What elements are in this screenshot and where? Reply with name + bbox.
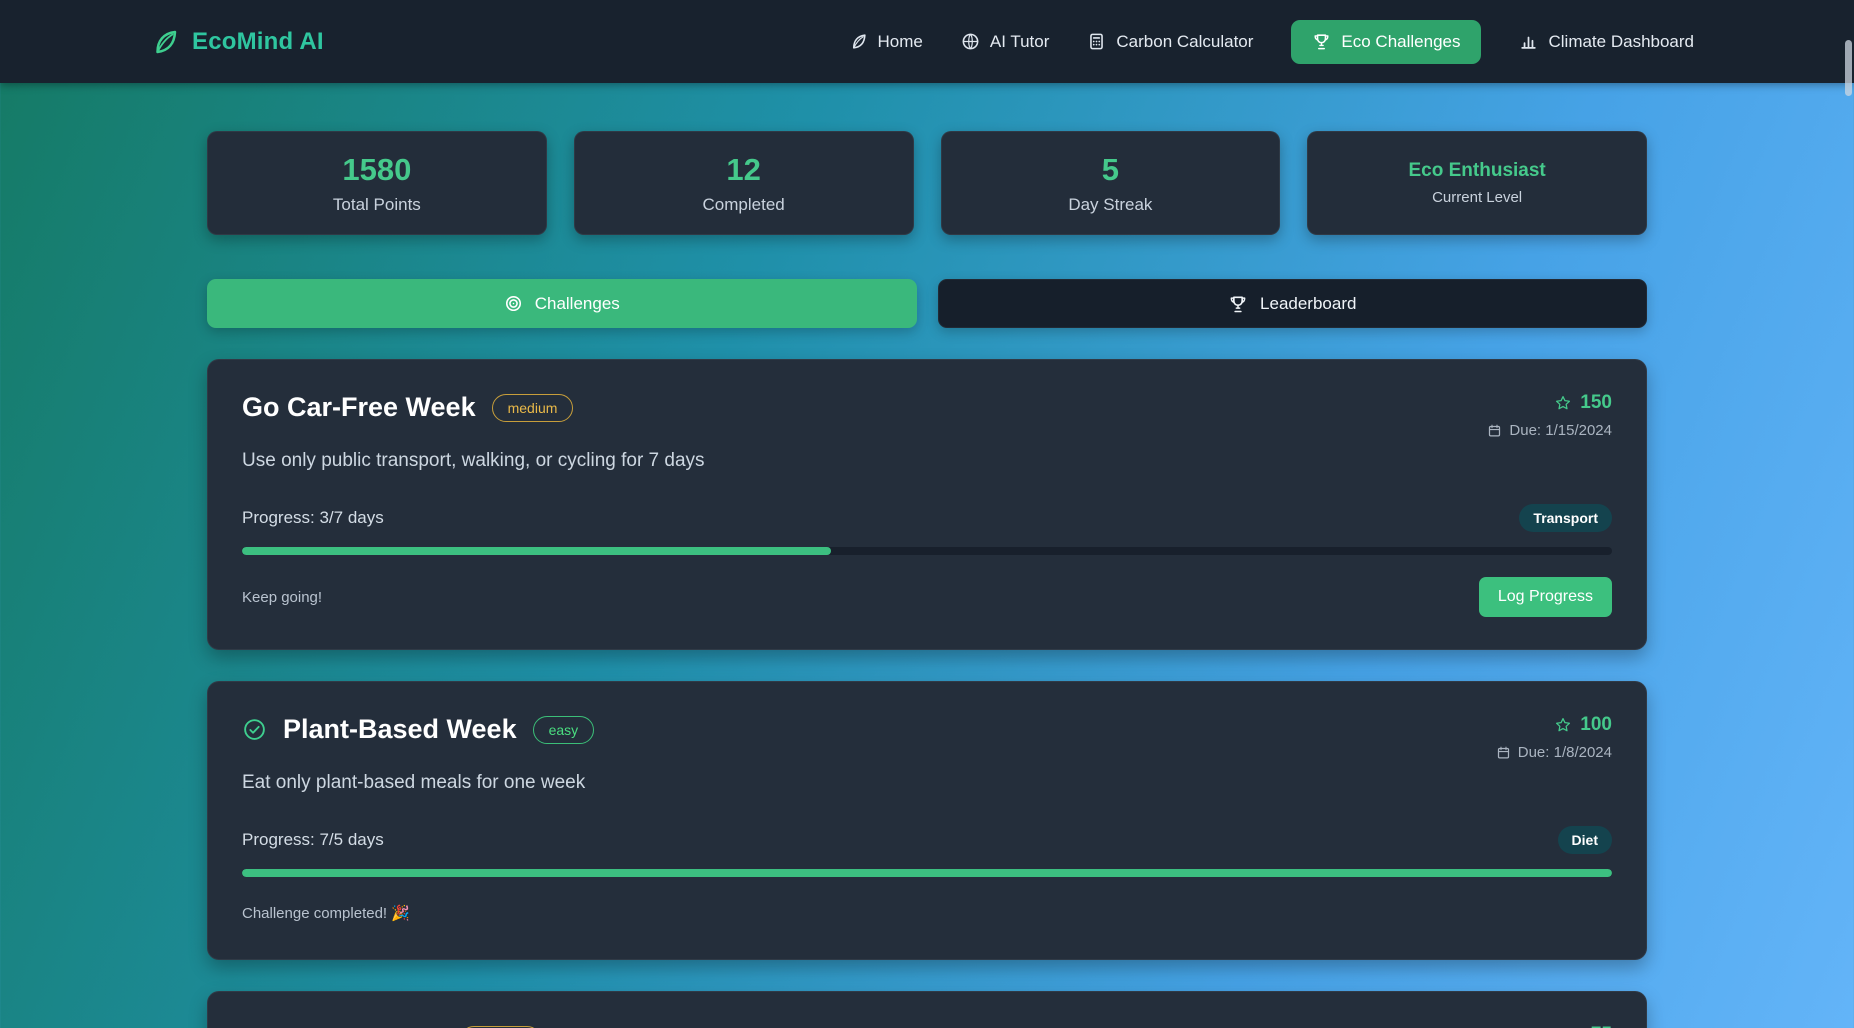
nav-item-home[interactable]: Home — [849, 32, 923, 52]
star-icon — [1554, 394, 1572, 412]
status-text: Keep going! — [242, 588, 323, 606]
card-footer: Keep going! Log Progress — [242, 577, 1612, 617]
stat-value: 12 — [726, 151, 761, 187]
leaf-logo-icon — [150, 27, 180, 57]
progress-head: Progress: 3/7 days Transport — [242, 504, 1612, 532]
nav-item-carbon-calculator[interactable]: Carbon Calculator — [1087, 32, 1253, 52]
progress-bar — [242, 547, 1612, 555]
difficulty-badge: easy — [532, 715, 595, 744]
stat-card-day-streak: 5 Day Streak — [940, 131, 1281, 235]
nav-label: Carbon Calculator — [1116, 31, 1254, 51]
points-value: 100 — [1580, 714, 1612, 735]
calendar-icon — [1487, 423, 1502, 438]
challenge-meta: 100 Due: 1/8/2024 — [1496, 714, 1612, 761]
tab-leaderboard[interactable]: Leaderboard — [937, 279, 1647, 328]
main-nav: Home AI Tutor Carbon Calculator Eco Chal… — [849, 19, 1694, 64]
stat-label: Total Points — [332, 194, 421, 214]
target-icon — [504, 294, 523, 313]
points-value: 75 — [1591, 1024, 1612, 1028]
card-head: Plant-Based Week easy 100 Due: 1/8/2024 — [242, 714, 1612, 761]
category-badge: Transport — [1519, 504, 1612, 532]
progress-bar-fill — [242, 547, 832, 555]
due-date: Due: 1/15/2024 — [1487, 422, 1612, 439]
nav-item-ai-tutor[interactable]: AI Tutor — [961, 31, 1050, 52]
bar-chart-icon — [1519, 32, 1538, 51]
challenge-card: Go Car-Free Week medium 150 Due: 1/15/20… — [207, 359, 1647, 650]
nav-item-eco-challenges[interactable]: Eco Challenges — [1291, 19, 1482, 64]
due-date: Due: 1/8/2024 — [1496, 744, 1612, 761]
nav-label: Climate Dashboard — [1548, 31, 1694, 51]
main-content: 1580 Total Points 12 Completed 5 Day Str… — [207, 83, 1647, 1028]
stats-row: 1580 Total Points 12 Completed 5 Day Str… — [207, 131, 1647, 235]
calculator-icon — [1087, 32, 1106, 51]
stat-card-total-points: 1580 Total Points — [207, 131, 547, 235]
stat-value: 1580 — [342, 151, 412, 187]
points-value: 150 — [1580, 392, 1612, 413]
title-row: Go Car-Free Week medium — [242, 392, 574, 423]
star-icon — [1554, 716, 1572, 734]
stat-label: Completed — [702, 194, 785, 214]
card-head: Zero Waste Day medium 75 Due: 1/20/2024 — [242, 1024, 1612, 1028]
check-circle-icon — [242, 717, 267, 742]
due-text: Due: 1/15/2024 — [1509, 422, 1612, 439]
points: 75 — [1487, 1024, 1612, 1028]
challenge-meta: 150 Due: 1/15/2024 — [1487, 392, 1612, 439]
nav-label: Home — [877, 31, 923, 51]
nav-label: Eco Challenges — [1341, 31, 1461, 51]
progress-bar-fill — [242, 869, 1612, 877]
status-text: Challenge completed! 🎉 — [242, 905, 410, 922]
challenge-title: Go Car-Free Week — [242, 392, 476, 422]
brand-name: EcoMind AI — [192, 27, 324, 55]
view-tabs: Challenges Leaderboard — [207, 279, 1647, 328]
stat-card-completed: 12 Completed — [573, 131, 914, 235]
stat-label: Current Level — [1432, 189, 1523, 206]
points: 100 — [1496, 714, 1612, 736]
stat-label: Day Streak — [1068, 194, 1153, 214]
tab-challenges[interactable]: Challenges — [207, 279, 917, 328]
progress-label: Progress: 7/5 days — [242, 830, 384, 849]
tab-label: Leaderboard — [1260, 293, 1357, 313]
challenge-card: Zero Waste Day medium 75 Due: 1/20/2024 — [207, 991, 1647, 1028]
progress-head: Progress: 7/5 days Diet — [242, 826, 1612, 854]
challenge-description: Use only public transport, walking, or c… — [242, 450, 705, 471]
trophy-icon — [1312, 32, 1331, 51]
navbar: EcoMind AI Home AI Tutor Carbon Calculat… — [0, 0, 1854, 83]
points: 150 — [1487, 392, 1612, 414]
progress-bar — [242, 869, 1612, 877]
globe-icon — [961, 32, 980, 51]
category-badge: Diet — [1557, 826, 1612, 854]
challenge-title: Plant-Based Week — [283, 714, 517, 744]
trophy-icon — [1228, 294, 1248, 314]
nav-item-climate-dashboard[interactable]: Climate Dashboard — [1519, 32, 1694, 52]
challenge-meta: 75 Due: 1/20/2024 — [1487, 1024, 1612, 1028]
leaf-icon — [849, 32, 868, 51]
stat-value: Eco Enthusiast — [1408, 160, 1546, 181]
due-text: Due: 1/8/2024 — [1517, 744, 1612, 761]
stat-card-current-level: Eco Enthusiast Current Level — [1307, 131, 1647, 235]
progress-label: Progress: 3/7 days — [242, 508, 384, 527]
card-footer: Challenge completed! 🎉 — [242, 899, 1612, 927]
card-head: Go Car-Free Week medium 150 Due: 1/15/20… — [242, 392, 1612, 439]
calendar-icon — [1496, 745, 1511, 760]
tab-label: Challenges — [534, 293, 620, 313]
title-row: Zero Waste Day medium — [242, 1024, 542, 1028]
challenge-description: Eat only plant-based meals for one week — [242, 772, 586, 793]
scrollbar[interactable] — [1845, 40, 1852, 96]
title-row: Plant-Based Week easy — [242, 714, 595, 745]
log-progress-button[interactable]: Log Progress — [1478, 577, 1612, 617]
nav-label: AI Tutor — [989, 31, 1050, 51]
stat-value: 5 — [1101, 151, 1119, 187]
challenge-title: Zero Waste Day — [242, 1024, 444, 1028]
challenge-card: Plant-Based Week easy 100 Due: 1/8/2024 — [207, 681, 1647, 960]
difficulty-badge: medium — [491, 393, 574, 422]
brand-logo[interactable]: EcoMind AI — [150, 27, 324, 57]
